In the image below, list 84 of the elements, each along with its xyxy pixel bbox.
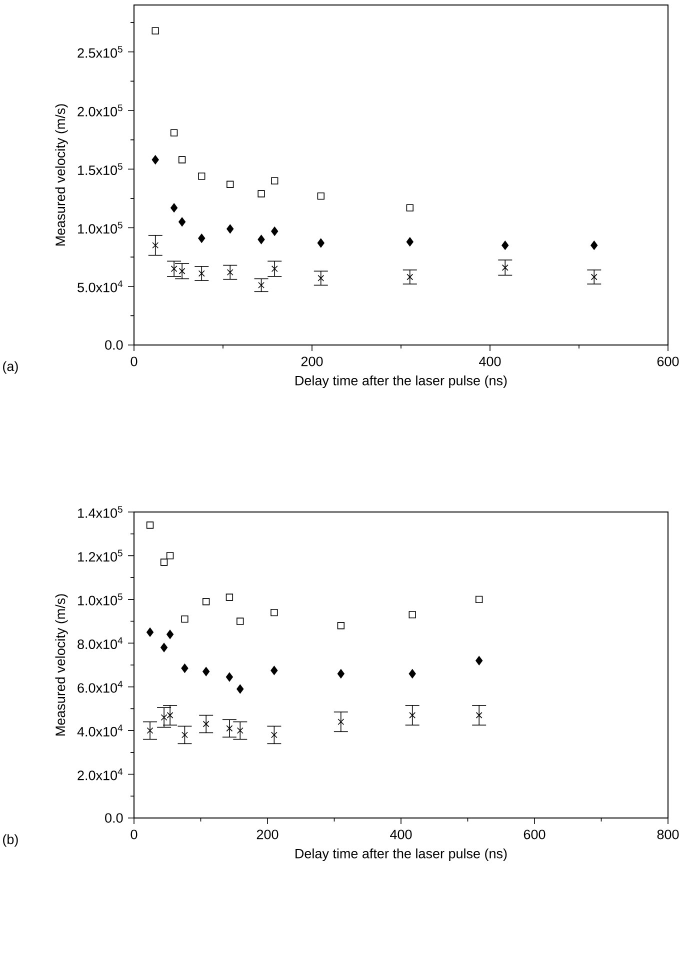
point bbox=[170, 203, 178, 212]
y-tick-label: 1.2x10$^{5}$ bbox=[78, 550, 122, 562]
point bbox=[408, 611, 416, 618]
point bbox=[271, 226, 278, 236]
point bbox=[406, 237, 414, 246]
point bbox=[146, 522, 154, 529]
point bbox=[406, 274, 414, 280]
text: (a) bbox=[3, 361, 18, 374]
x-axis-title: Delay time after the laser pulse (ns) bbox=[296, 375, 507, 388]
y-tick-label: 0.0 bbox=[105, 813, 123, 823]
point bbox=[258, 190, 265, 198]
x-tick-label: 600 bbox=[524, 830, 546, 840]
y-tick-label: 6.0x10$^{4}$ bbox=[78, 680, 123, 693]
y-axis-title: Measured velocity (m/s) bbox=[55, 104, 68, 246]
point bbox=[146, 628, 154, 637]
point bbox=[178, 268, 186, 274]
point bbox=[178, 156, 186, 164]
y-tick-label: 1.4x10$^{5}$ bbox=[78, 506, 122, 518]
point bbox=[590, 274, 598, 280]
y-tick-label: 0.0 bbox=[105, 340, 123, 350]
point bbox=[476, 596, 483, 604]
point bbox=[406, 204, 414, 212]
point bbox=[170, 266, 178, 272]
point bbox=[408, 669, 416, 678]
point bbox=[409, 712, 416, 718]
x-tick-label: 800 bbox=[657, 830, 679, 840]
y-tick-label: 2.5x10$^{5}$ bbox=[78, 46, 122, 58]
point bbox=[202, 720, 210, 728]
x-axis-title: Delay time after the laser pulse (ns) bbox=[296, 848, 507, 862]
y-axis-title: Measured velocity (m/s) bbox=[55, 594, 68, 736]
y-tick-label: 2.0x10$^{4}$ bbox=[78, 768, 123, 780]
x-tick-label: 0 bbox=[130, 356, 138, 366]
y-tick-label: 8.0x10$^{4}$ bbox=[78, 637, 123, 650]
point bbox=[236, 684, 244, 694]
point bbox=[337, 669, 344, 678]
y-tick-label: 2.0x10$^{5}$ bbox=[78, 104, 122, 116]
point bbox=[181, 616, 188, 623]
point bbox=[198, 172, 206, 180]
x-tick-label: 200 bbox=[301, 356, 323, 366]
y-tick-label: 1.0x10$^{5}$ bbox=[78, 222, 122, 234]
point bbox=[236, 618, 244, 625]
point bbox=[166, 630, 174, 639]
x-tick-label: 400 bbox=[390, 830, 412, 840]
point bbox=[152, 155, 159, 164]
y-tick-label: 1.5x10$^{5}$ bbox=[78, 163, 122, 176]
point bbox=[152, 27, 159, 34]
point bbox=[202, 666, 210, 676]
point bbox=[198, 270, 205, 277]
y-tick-label: 4.0x10$^{4}$ bbox=[77, 724, 123, 736]
point bbox=[226, 180, 234, 188]
point bbox=[270, 666, 278, 676]
point bbox=[198, 234, 206, 243]
x-tick-label: 400 bbox=[479, 356, 501, 366]
y-tick-label: 1.0x10$^{5}$ bbox=[78, 594, 122, 606]
point bbox=[178, 217, 186, 226]
point bbox=[337, 622, 345, 630]
point bbox=[338, 718, 344, 726]
point bbox=[226, 725, 233, 732]
x-tick-label: 0 bbox=[130, 830, 138, 840]
point bbox=[270, 732, 278, 738]
point bbox=[590, 240, 598, 250]
point bbox=[271, 266, 278, 272]
point bbox=[202, 598, 210, 606]
x-tick-label: 600 bbox=[657, 356, 679, 366]
point bbox=[182, 732, 188, 738]
point bbox=[226, 672, 233, 682]
point bbox=[258, 234, 265, 244]
point bbox=[160, 558, 168, 566]
point bbox=[476, 712, 482, 718]
text: (b) bbox=[3, 834, 18, 847]
point bbox=[166, 552, 174, 560]
point bbox=[317, 192, 324, 200]
x-tick-label: 200 bbox=[256, 830, 278, 840]
point bbox=[270, 608, 278, 616]
point bbox=[181, 664, 188, 673]
y-tick-label: 5.0x10$^{4}$ bbox=[78, 280, 123, 292]
point bbox=[476, 656, 483, 666]
point bbox=[226, 224, 234, 234]
point bbox=[226, 594, 234, 601]
point bbox=[160, 642, 168, 652]
point bbox=[502, 240, 509, 250]
point bbox=[170, 129, 178, 136]
point bbox=[317, 238, 324, 248]
point bbox=[271, 177, 278, 184]
